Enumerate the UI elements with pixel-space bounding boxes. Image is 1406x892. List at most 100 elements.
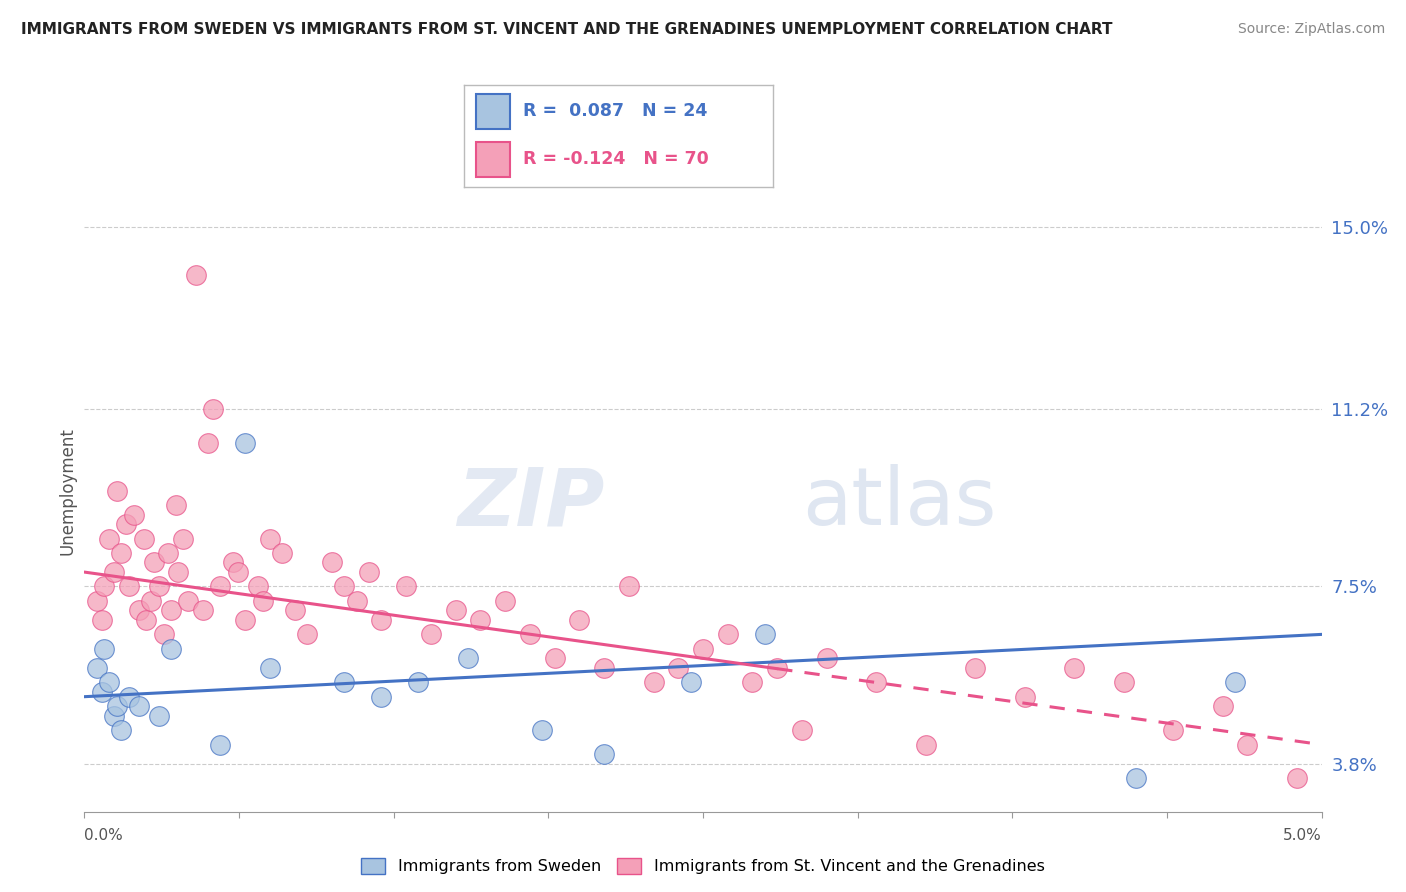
Point [692,641,714,656]
Point [167,565,190,579]
Point [128,699,150,714]
Point [1112,675,1135,690]
Point [357,565,380,579]
FancyBboxPatch shape [477,94,510,128]
Point [865,675,887,690]
Point [98,532,121,546]
Text: 5.0%: 5.0% [1282,829,1322,844]
Point [110,546,132,560]
Point [470,613,492,627]
Point [90,613,112,627]
Point [233,435,256,450]
Y-axis label: Unemployment: Unemployment [58,426,76,555]
Point [191,603,214,617]
Point [132,532,155,546]
Point [679,675,702,690]
Point [1236,738,1258,752]
Point [165,498,187,512]
Point [177,594,200,608]
Point [543,651,565,665]
Point [419,627,441,641]
Point [128,603,150,617]
Point [105,483,128,498]
Point [202,402,225,417]
Point [259,532,281,546]
Point [135,613,157,627]
Point [321,556,343,570]
Text: Source: ZipAtlas.com: Source: ZipAtlas.com [1237,22,1385,37]
Point [717,627,740,641]
Point [370,613,392,627]
Text: IMMIGRANTS FROM SWEDEN VS IMMIGRANTS FROM ST. VINCENT AND THE GRENADINES UNEMPLO: IMMIGRANTS FROM SWEDEN VS IMMIGRANTS FRO… [21,22,1112,37]
Point [160,641,183,656]
Point [157,546,180,560]
Point [246,579,269,593]
Point [105,699,128,714]
Point [766,661,789,675]
Point [209,579,232,593]
Point [226,565,249,579]
Point [141,594,163,608]
Point [593,661,616,675]
Text: R =  0.087   N = 24: R = 0.087 N = 24 [523,102,707,120]
Point [284,603,307,617]
Point [148,579,170,593]
Point [914,738,936,752]
Point [333,675,356,690]
Point [370,690,392,704]
Point [160,603,183,617]
Point [252,594,274,608]
Point [457,651,479,665]
Point [172,532,194,546]
Point [395,579,418,593]
Point [1125,771,1147,785]
Point [98,675,121,690]
Point [115,517,138,532]
Point [1014,690,1036,704]
Point [494,594,516,608]
Point [593,747,616,762]
Point [1212,699,1234,714]
Point [643,675,665,690]
Text: ZIP: ZIP [457,465,605,542]
Point [333,579,356,593]
Point [103,709,125,723]
Legend: Immigrants from Sweden, Immigrants from St. Vincent and the Grenadines: Immigrants from Sweden, Immigrants from … [354,852,1052,880]
Point [90,685,112,699]
Text: atlas: atlas [801,465,997,542]
Text: 0.0%: 0.0% [84,829,124,844]
FancyBboxPatch shape [477,142,510,177]
Point [271,546,294,560]
Point [86,594,108,608]
Point [815,651,838,665]
Point [790,723,813,738]
Point [1063,661,1085,675]
Point [233,613,256,627]
Point [965,661,987,675]
Point [93,641,115,656]
Point [152,627,174,641]
Point [531,723,554,738]
Point [142,556,165,570]
Point [1223,675,1246,690]
Point [209,738,232,752]
Point [295,627,318,641]
Point [103,565,125,579]
Point [86,661,108,675]
Point [110,723,132,738]
Point [346,594,368,608]
Point [222,556,245,570]
Point [93,579,115,593]
Point [1285,771,1308,785]
Point [741,675,763,690]
Point [184,268,207,282]
Point [118,579,141,593]
Point [408,675,430,690]
Point [444,603,467,617]
Point [617,579,640,593]
Point [1161,723,1184,738]
Text: R = -0.124   N = 70: R = -0.124 N = 70 [523,150,709,168]
Point [122,508,145,522]
Point [118,690,141,704]
Point [568,613,591,627]
